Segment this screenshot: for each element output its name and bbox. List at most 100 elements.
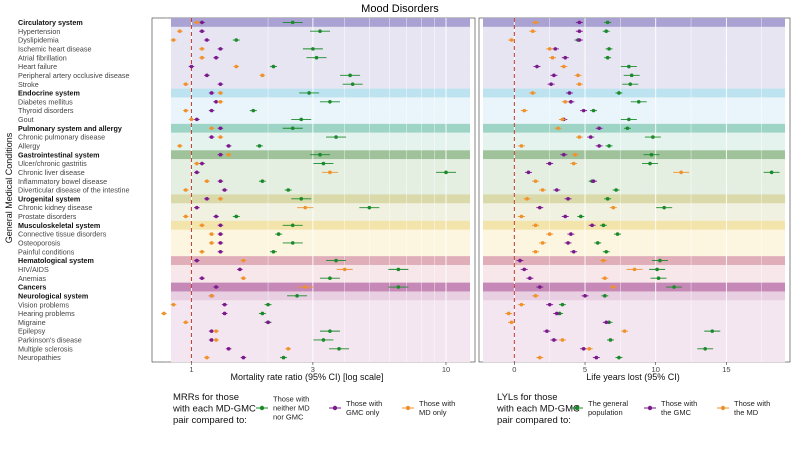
mrr-point	[200, 20, 204, 25]
legend-item-label: nor GMC	[273, 413, 304, 422]
condition-band	[171, 123, 470, 133]
lyl-point	[614, 188, 618, 192]
condition-label: Circulatory system	[18, 18, 83, 27]
condition-label: Allergy	[18, 141, 40, 150]
lyl-point	[552, 338, 556, 342]
mrr-point	[299, 117, 304, 122]
mrr-point	[396, 285, 401, 289]
mrr-point	[260, 73, 265, 78]
lyl-point	[617, 91, 621, 95]
lyl-point	[611, 205, 616, 210]
lyl-point	[577, 29, 582, 34]
mrr-point	[218, 126, 223, 131]
mrr-point	[214, 214, 218, 219]
mrr-point	[218, 99, 223, 104]
mrr-point	[189, 64, 194, 69]
lyl-point	[567, 91, 572, 95]
mrr-panel: 1 3 10	[151, 17, 476, 374]
condition-label: Chronic liver disease	[18, 168, 85, 177]
mrr-point	[214, 285, 218, 289]
condition-band	[171, 203, 470, 213]
lyl-point	[703, 346, 707, 351]
mrr-point	[226, 346, 231, 351]
condition-band	[483, 185, 785, 195]
lyl-point	[509, 38, 514, 42]
mrr-point	[238, 267, 242, 272]
condition-label: Anemias	[18, 274, 46, 283]
lyl-point	[608, 338, 613, 342]
mrr-point	[200, 249, 204, 254]
lyl-point	[597, 126, 601, 131]
lyl-point	[522, 108, 527, 113]
condition-band	[483, 35, 785, 45]
condition-label: Peripheral artery occlusive disease	[18, 71, 129, 80]
lyl-point	[533, 20, 538, 25]
condition-label: Endocrine system	[18, 89, 80, 98]
mrr-point	[218, 249, 223, 254]
lyl-point	[566, 241, 570, 245]
condition-band	[483, 300, 785, 310]
lyl-point	[603, 294, 607, 298]
lyl-point	[627, 117, 631, 122]
condition-band	[171, 176, 470, 186]
mrr-point	[266, 320, 270, 325]
condition-band	[171, 264, 470, 274]
mrr-point	[271, 64, 276, 69]
mrr-point	[183, 214, 188, 219]
mrr-point	[342, 267, 347, 272]
condition-band	[483, 238, 785, 248]
condition-label: Hearing problems	[18, 309, 75, 318]
condition-band	[171, 353, 470, 363]
condition-band	[171, 229, 470, 239]
mrr-point	[226, 144, 231, 148]
lyl-point	[563, 214, 568, 219]
condition-band	[483, 167, 785, 177]
mrr-point	[209, 91, 214, 95]
mrr-point	[234, 38, 239, 42]
condition-band	[171, 256, 470, 266]
condition-band	[483, 273, 785, 283]
lyl-point	[591, 108, 596, 113]
condition-label: Inflammatory bowel disease	[18, 177, 107, 186]
condition-label: Gastrointestinal system	[18, 150, 100, 159]
condition-band	[171, 62, 470, 72]
x-tick-label: 10	[652, 365, 660, 374]
mrr-point	[222, 302, 227, 307]
mrr-point	[218, 91, 223, 95]
mrr-point	[183, 320, 188, 325]
mrr-point	[334, 135, 338, 139]
lyl-point	[550, 55, 555, 60]
mrr-point	[318, 152, 322, 157]
lyl-point	[611, 285, 616, 289]
condition-band	[483, 18, 785, 28]
legend-title-line: MRRs for those	[173, 392, 239, 403]
lyl-point	[604, 249, 609, 254]
condition-band	[483, 317, 785, 327]
lyl-point	[672, 285, 676, 289]
legend-key-point	[259, 405, 265, 411]
mrr-point	[281, 355, 286, 360]
mrr-point	[290, 20, 295, 25]
condition-band	[483, 123, 785, 133]
lyl-point	[577, 135, 582, 139]
condition-label: Dyslipidemia	[18, 36, 59, 45]
lyl-point	[530, 91, 535, 95]
lyl-point	[569, 232, 573, 236]
condition-band	[483, 26, 785, 36]
legend-key-point	[332, 405, 338, 411]
lyl-point	[528, 276, 532, 281]
condition-band	[171, 317, 470, 327]
mrr-point	[209, 135, 214, 139]
mrr-point	[290, 241, 295, 245]
condition-band	[171, 344, 470, 354]
lyl-panel: 0 5 10 15	[478, 17, 791, 374]
mrr-point	[195, 161, 199, 166]
lyl-point	[519, 144, 524, 148]
lyl-point	[537, 285, 542, 289]
mrr-point	[348, 73, 352, 78]
condition-band	[483, 353, 785, 363]
condition-band	[171, 167, 470, 177]
lyl-point	[553, 47, 558, 51]
condition-band	[483, 229, 785, 239]
mrr-point	[257, 144, 262, 148]
